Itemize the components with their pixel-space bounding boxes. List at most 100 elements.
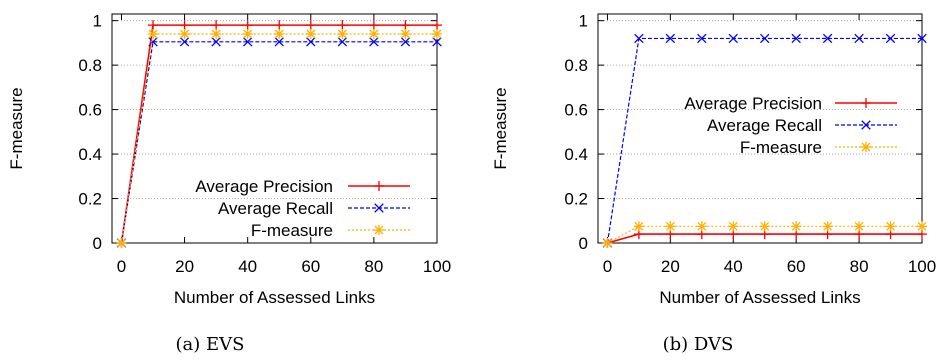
f-measure-point-7 (337, 29, 348, 40)
y-axis-label: F-measure (7, 87, 26, 169)
average-precision-point-2 (179, 20, 190, 31)
average-precision-point-4 (242, 20, 253, 31)
chart-caption: (b) DVS (663, 334, 734, 355)
f-measure-point-6 (305, 29, 316, 40)
series-average-recall (602, 33, 927, 248)
y-tick-label: 0.6 (564, 101, 588, 120)
f-measure-point-5 (274, 29, 285, 40)
f-measure-point-1 (633, 221, 644, 232)
x-tick-label: 100 (423, 257, 451, 276)
average-recall-point-8 (854, 33, 864, 44)
plot-frame (111, 13, 438, 244)
f-measure-point-9 (400, 29, 411, 40)
legend-average-precision-point-0 (374, 181, 384, 191)
y-tick-label: 0 (579, 234, 588, 253)
average-precision-point-1 (148, 20, 159, 31)
average-recall-point-3 (697, 33, 707, 44)
y-tick-label: 0.4 (564, 145, 588, 164)
average-recall-point-10 (432, 37, 442, 47)
legend-label-f-measure: F-measure (251, 221, 333, 240)
legend-average-recall-point-0 (861, 120, 871, 130)
average-recall-point-9 (885, 33, 896, 44)
average-recall-point-1 (148, 37, 158, 47)
y-tick-label: 1 (93, 12, 102, 31)
average-recall-point-8 (369, 37, 379, 47)
average-recall-point-4 (242, 37, 253, 47)
f-measure-point-4 (242, 29, 253, 40)
f-measure-point-6 (791, 221, 802, 232)
average-recall-point-6 (306, 37, 316, 47)
x-tick-label: 60 (787, 257, 806, 276)
x-tick-label: 20 (175, 257, 194, 276)
average-recall-point-3 (211, 37, 221, 47)
legend: Average Precision Average Recall F-measure (195, 177, 410, 240)
average-recall-point-2 (665, 33, 676, 44)
f-measure-point-10 (432, 29, 442, 40)
legend-label-average-precision: Average Precision (684, 94, 822, 113)
legend: Average Precision Average Recall F-measure (684, 94, 897, 157)
y-tick-label: 0.8 (564, 56, 588, 75)
f-measure-point-3 (211, 29, 222, 40)
x-tick-label: 60 (301, 257, 320, 276)
legend-f-measure-point-0 (861, 142, 871, 152)
y-tick-label: 1 (579, 12, 588, 31)
series-average-precision (602, 229, 927, 248)
x-tick-label: 0 (117, 257, 126, 276)
average-precision-point-10 (432, 20, 442, 31)
average-precision-point-8 (368, 20, 379, 31)
average-recall-point-2 (179, 37, 190, 47)
f-measure-point-1 (148, 29, 159, 40)
grid (112, 20, 437, 199)
legend-label-average-recall: Average Recall (707, 116, 822, 135)
chart-panel-evs: 0 0.2 0.4 0.6 0.8 1 0 20 40 60 80 100 F-measure Numbe… (7, 12, 451, 355)
f-measure-point-4 (728, 221, 739, 232)
average-recall-point-7 (822, 33, 833, 44)
f-measure-point-3 (696, 221, 707, 232)
legend-label-average-precision: Average Precision (195, 177, 333, 196)
series-line-average-recall (120, 41, 437, 244)
legend-average-precision-point-0 (861, 98, 871, 108)
x-axis-label: Number of Assessed Links (174, 288, 375, 307)
plot-frame (597, 13, 923, 244)
y-tick-label: 0.2 (564, 190, 588, 209)
f-measure-point-10 (917, 221, 927, 232)
legend-f-measure-point-0 (374, 225, 384, 235)
grid (598, 20, 922, 199)
series-f-measure (602, 221, 927, 248)
average-recall-point-5 (274, 37, 284, 47)
average-precision-point-6 (305, 20, 316, 31)
f-measure-point-8 (854, 221, 865, 232)
average-recall-point-1 (634, 33, 644, 44)
y-tick-label: 0 (93, 234, 102, 253)
average-recall-point-4 (728, 33, 738, 44)
x-tick-label: 80 (364, 257, 383, 276)
average-precision-point-7 (337, 20, 348, 31)
f-measure-point-7 (822, 221, 833, 232)
x-tick-label: 20 (661, 257, 680, 276)
x-tick-label: 0 (603, 257, 612, 276)
average-precision-point-9 (400, 20, 411, 31)
x-axis-label: Number of Assessed Links (659, 288, 860, 307)
average-recall-point-6 (791, 33, 801, 44)
x-tick-label: 100 (908, 257, 936, 276)
y-tick-label: 0.8 (78, 56, 102, 75)
f-measure-point-2 (179, 29, 190, 40)
x-tick-label: 80 (850, 257, 869, 276)
x-tick-label: 40 (724, 257, 743, 276)
y-axis-label: F-measure (491, 87, 510, 169)
f-measure-point-0 (602, 238, 613, 248)
y-tick-label: 0.2 (78, 190, 102, 209)
f-measure-point-9 (885, 221, 896, 232)
series-average-precision (116, 20, 442, 248)
average-precision-point-3 (211, 20, 222, 31)
chart-caption: (a) EVS (176, 334, 245, 355)
f-measure-point-0 (116, 238, 127, 248)
f-measure-point-8 (368, 29, 379, 40)
x-tick-label: 40 (238, 257, 257, 276)
f-measure-point-5 (759, 221, 770, 232)
series-average-recall (116, 37, 442, 248)
average-precision-point-5 (274, 20, 285, 31)
legend-average-recall-point-0 (374, 203, 384, 213)
legend-label-f-measure: F-measure (740, 138, 822, 157)
